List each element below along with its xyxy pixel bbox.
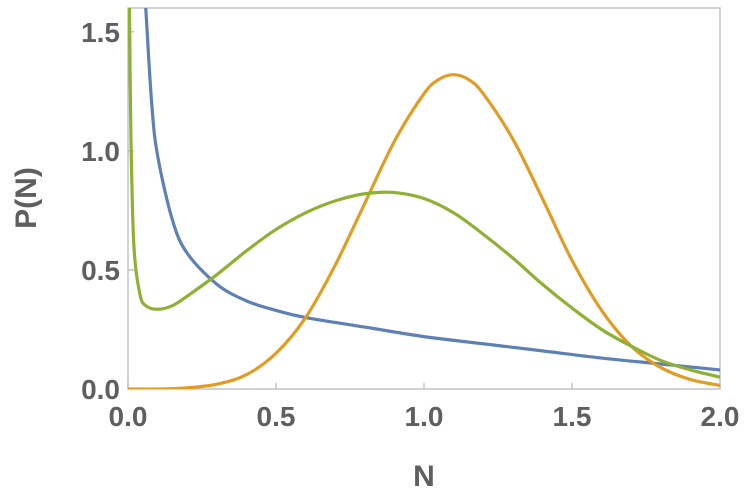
x-tick-label: 0.5 — [257, 401, 296, 432]
y-axis-title: P(N) — [10, 167, 43, 229]
x-axis: 0.0 0.5 1.0 1.5 2.0 — [109, 383, 740, 432]
x-axis-title: N — [413, 460, 435, 493]
series-line-2 — [128, 73, 720, 389]
series-line-3 — [128, 8, 720, 379]
series-layer — [128, 8, 720, 389]
y-tick-label: 0.0 — [81, 374, 120, 405]
y-tick-label: 1.5 — [81, 17, 120, 48]
x-tick-label: 2.0 — [701, 401, 740, 432]
x-tick-label: 1.5 — [553, 401, 592, 432]
x-tick-label: 0.0 — [109, 401, 148, 432]
y-axis: 0.0 0.5 1.0 1.5 — [81, 17, 134, 405]
series-line-1 — [144, 8, 720, 372]
y-tick-label: 0.5 — [81, 255, 120, 286]
y-tick-label: 1.0 — [81, 136, 120, 167]
x-tick-label: 1.0 — [405, 401, 444, 432]
